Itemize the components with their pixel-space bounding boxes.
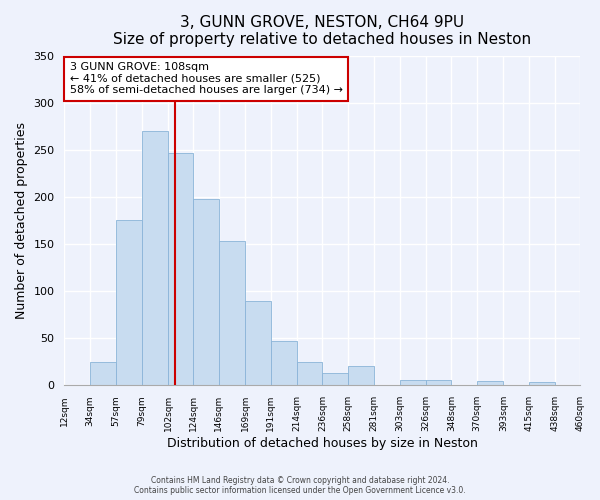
Bar bbox=[193, 199, 219, 386]
Bar bbox=[477, 380, 503, 386]
Bar bbox=[116, 220, 142, 386]
X-axis label: Distribution of detached houses by size in Neston: Distribution of detached houses by size … bbox=[167, 437, 478, 450]
Bar bbox=[529, 382, 555, 386]
Bar bbox=[348, 366, 374, 386]
Bar bbox=[142, 131, 168, 386]
Bar bbox=[426, 380, 451, 386]
Text: 3 GUNN GROVE: 108sqm
← 41% of detached houses are smaller (525)
58% of semi-deta: 3 GUNN GROVE: 108sqm ← 41% of detached h… bbox=[70, 62, 343, 96]
Bar bbox=[168, 152, 193, 386]
Bar bbox=[400, 380, 426, 386]
Y-axis label: Number of detached properties: Number of detached properties bbox=[15, 122, 28, 319]
Bar bbox=[90, 362, 116, 386]
Bar bbox=[245, 302, 271, 386]
Text: Contains HM Land Registry data © Crown copyright and database right 2024.
Contai: Contains HM Land Registry data © Crown c… bbox=[134, 476, 466, 495]
Bar bbox=[322, 373, 348, 386]
Bar bbox=[297, 362, 322, 386]
Bar bbox=[219, 241, 245, 386]
Bar bbox=[271, 341, 297, 386]
Title: 3, GUNN GROVE, NESTON, CH64 9PU
Size of property relative to detached houses in : 3, GUNN GROVE, NESTON, CH64 9PU Size of … bbox=[113, 15, 532, 48]
